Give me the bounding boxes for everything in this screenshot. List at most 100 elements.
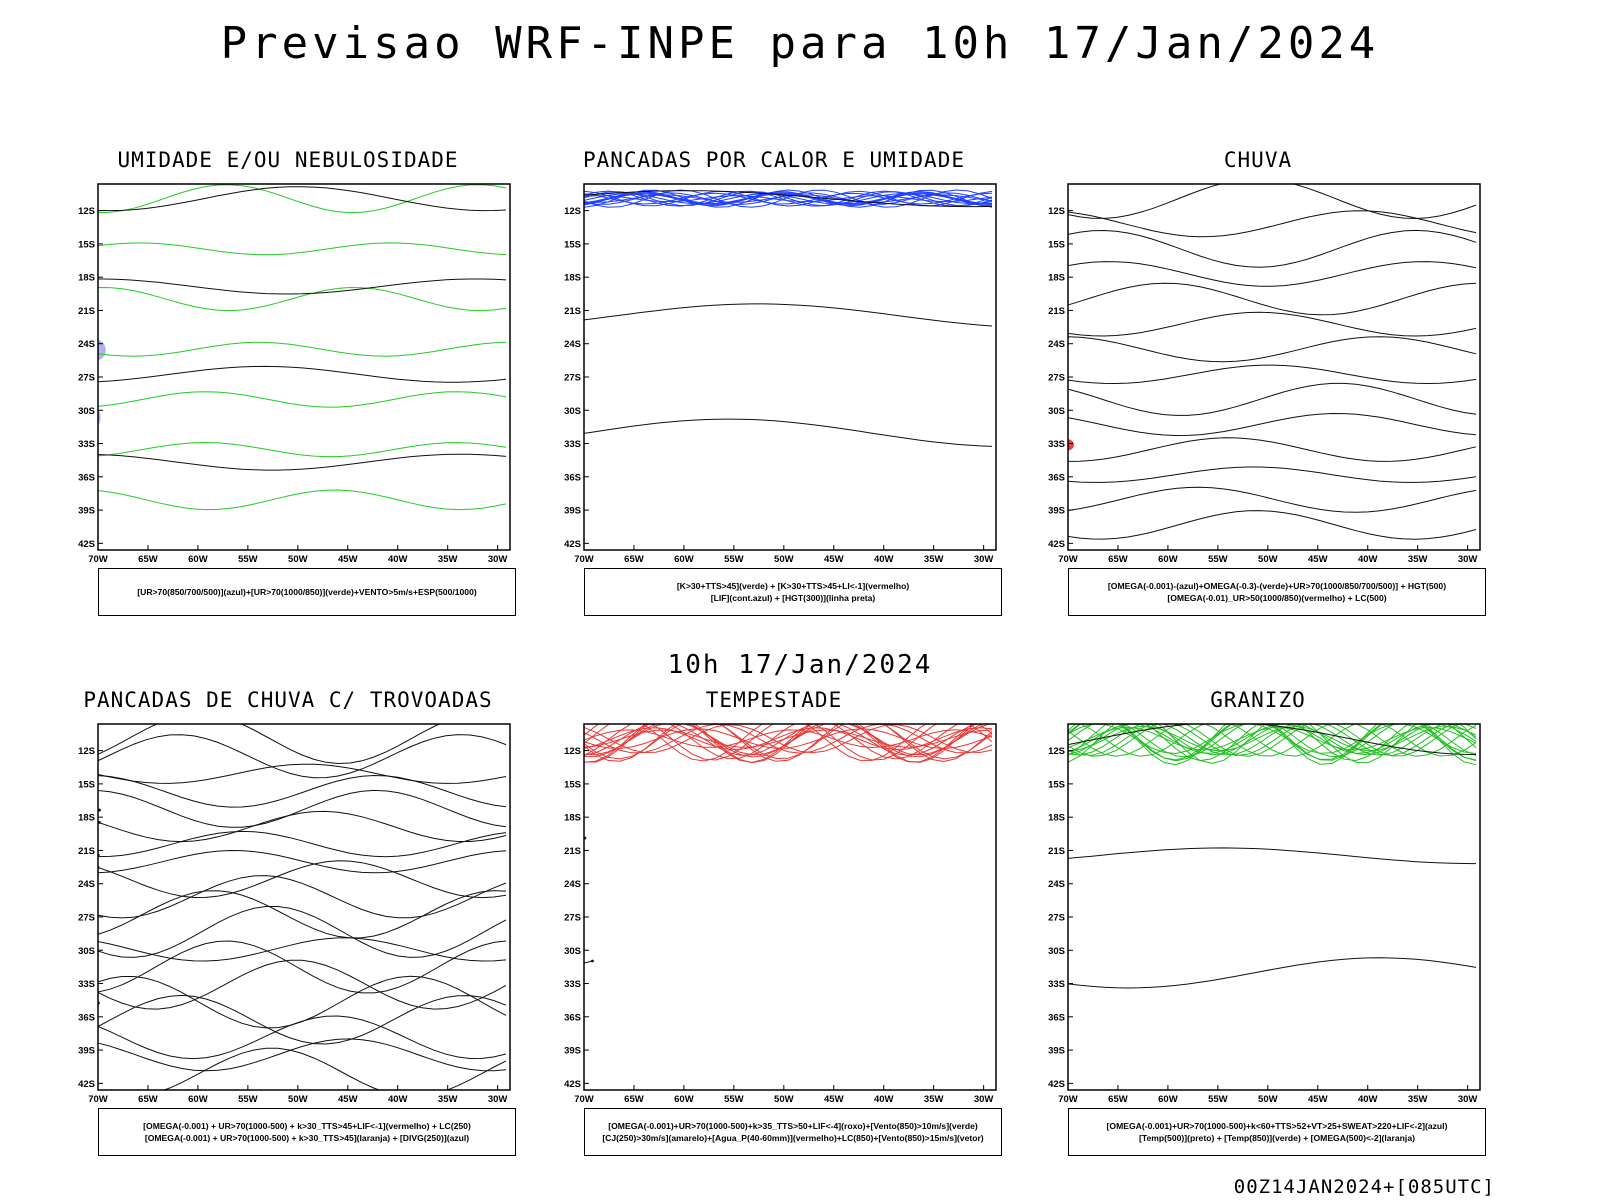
lat-tick-label: 42S [1048, 1079, 1065, 1090]
lon-tick-label: 50W [1258, 1094, 1278, 1105]
lat-tick-label: 15S [1048, 239, 1065, 250]
lat-tick-label: 27S [564, 372, 581, 383]
contour-line [1068, 724, 1477, 762]
wind-vector [554, 1087, 561, 1089]
lon-tick-label: 60W [674, 554, 694, 565]
shade-patch [68, 839, 69, 845]
lon-tick-label: 40W [388, 554, 408, 565]
shade-patch [68, 406, 78, 419]
contour-line [1068, 261, 1477, 287]
map-layers [584, 189, 993, 447]
contour-line [98, 286, 507, 312]
lat-tick-label: 36S [564, 472, 581, 483]
lat-tick-label: 12S [78, 746, 95, 757]
contour-line [584, 303, 993, 327]
contour-line [98, 906, 507, 958]
lat-tick-label: 12S [564, 746, 581, 757]
contour-line [584, 724, 993, 761]
legend-pancadas-calor: [K>30+TTS>45](verde) + [K>30+TTS>45+LI<-… [584, 568, 1002, 616]
legend-granizo: [OMEGA(-0.001)+UR>70(1000-500)+k<60+TTS>… [1068, 1108, 1486, 1156]
lon-tick-label: 45W [338, 1094, 358, 1105]
lat-tick-label: 42S [564, 1079, 581, 1090]
lat-tick-label: 18S [1048, 273, 1065, 284]
lat-tick-label: 15S [78, 239, 95, 250]
lon-tick-label: 70W [88, 554, 108, 565]
wind-vector [554, 1062, 562, 1064]
run-timestamp: 00Z14JAN2024+[085UTC] [1233, 1176, 1495, 1198]
legend-tempestade: [OMEGA(-0.001)+UR>70(1000-500)+k>35_TTS>… [584, 1108, 1002, 1156]
lat-tick-label: 30S [1048, 946, 1065, 957]
lon-tick-label: 60W [1158, 554, 1178, 565]
lat-tick-label: 33S [564, 979, 581, 990]
lat-tick-label: 36S [78, 1012, 95, 1023]
contour-line [1068, 184, 1477, 220]
lon-tick-label: 30W [974, 1094, 994, 1105]
contour-line [98, 242, 507, 256]
shade-patch [1042, 495, 1060, 502]
legend-line: [Temp(500)](preto) + [Temp(850)](verde) … [1139, 1133, 1415, 1143]
contour-line [98, 441, 507, 458]
contour-line [584, 728, 993, 750]
map-frame [97, 183, 511, 551]
contour-line [584, 724, 979, 756]
lon-tick-label: 65W [138, 554, 158, 565]
contour-line [1068, 412, 1477, 437]
lat-tick-label: 24S [564, 339, 581, 350]
wind-vector-head [82, 1091, 85, 1094]
contour-line [584, 190, 993, 208]
lat-tick-label: 18S [78, 813, 95, 824]
panel-tempestade: TEMPESTADE 12S 15S 18S 21S 24S 27S 30S 33S 36S 39… [554, 688, 1002, 1168]
legend-line: [OMEGA(-0.01)_UR>50(1000/850)(vermelho) … [1167, 593, 1387, 603]
contour-line [98, 1015, 507, 1060]
panel-umidade: UMIDADE E/OU NEBULOSIDADE 12S 15S 18S 21S 24… [68, 148, 516, 628]
lon-tick-label: 60W [674, 1094, 694, 1105]
map-background [1068, 184, 1480, 550]
contour-line [1068, 957, 1477, 989]
wind-vector-head [98, 808, 101, 812]
legend-line: [CJ(250)>30m/s](amarelo)+[Agua_P(40-60mm… [602, 1133, 984, 1143]
lat-tick-label: 39S [1048, 506, 1065, 517]
contour-line [98, 875, 507, 919]
contour-line [584, 724, 985, 758]
lat-tick-label: 39S [564, 506, 581, 517]
wind-vector-head [567, 870, 570, 873]
contour-line [1068, 724, 1477, 758]
lon-tick-label: 70W [88, 1094, 108, 1105]
map-layers [1038, 184, 1477, 540]
wind-vector-head [591, 959, 594, 963]
lat-tick-label: 24S [1048, 339, 1065, 350]
lon-tick-label: 40W [1358, 554, 1378, 565]
wind-vector [74, 1031, 80, 1034]
contour-line [584, 193, 993, 205]
lat-tick-label: 27S [1048, 372, 1065, 383]
lat-tick-label: 30S [78, 946, 95, 957]
shade-patch [1068, 439, 1074, 451]
lon-tick-label: 65W [624, 1094, 644, 1105]
lat-tick-label: 21S [564, 846, 581, 857]
contour-line [98, 489, 507, 511]
contour-line [98, 184, 507, 214]
contour-line [1068, 437, 1477, 462]
panel-title: CHUVA [1223, 148, 1293, 172]
contour-line [98, 830, 507, 858]
shade-patch [1038, 326, 1041, 341]
map-layers [68, 184, 507, 511]
contour-line [1068, 724, 1477, 761]
contour-line [98, 940, 507, 994]
contour-line [98, 849, 507, 874]
wind-vector [557, 868, 566, 871]
lon-tick-label: 70W [574, 554, 594, 565]
contour-line [1068, 364, 1477, 385]
forecast-time-label: 10h 17/Jan/2024 [667, 650, 933, 680]
panel-title: TEMPESTADE [705, 688, 843, 712]
panel-title: PANCADAS POR CALOR E UMIDADE [582, 148, 965, 172]
shade-patch [68, 794, 78, 803]
shade-patch [98, 339, 106, 361]
lon-tick-label: 55W [724, 554, 744, 565]
legend-line: [LIF](cont.azul) + [HGT(300)](linha pret… [710, 593, 876, 603]
shade-patch [90, 790, 94, 794]
lon-tick-label: 30W [1458, 1094, 1478, 1105]
map-tempestade: 12S 15S 18S 21S 24S 27S 30S 33S 36S 39S 42S 70W 65W 6… [554, 723, 997, 1105]
shade-patch [81, 380, 98, 408]
contour-line [1068, 724, 1477, 764]
